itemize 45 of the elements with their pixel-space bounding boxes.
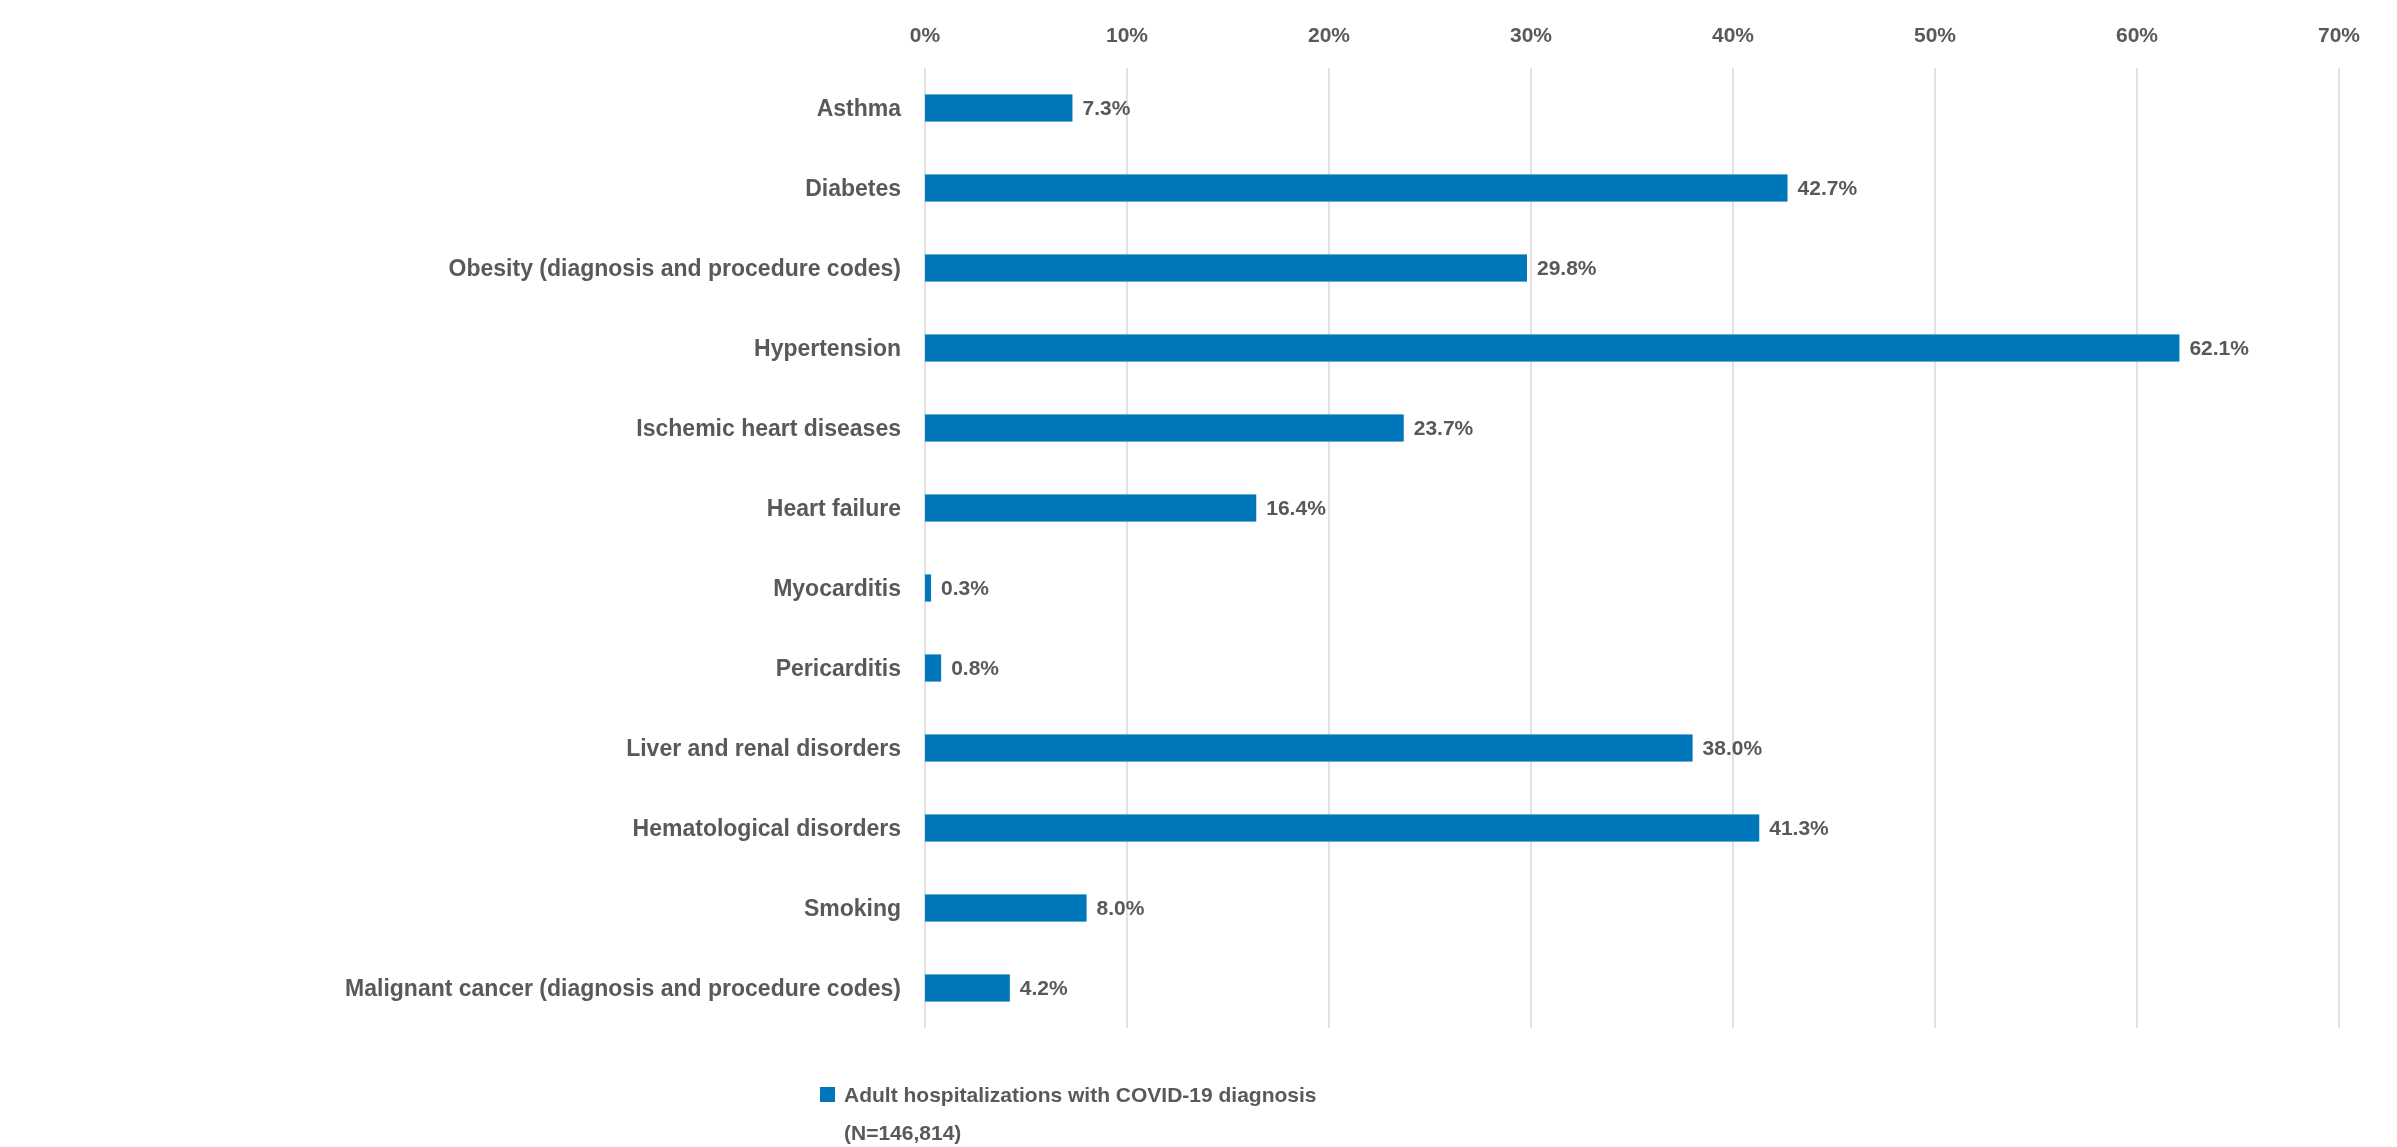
x-tick-label: 70% [2317, 23, 2361, 47]
bar [925, 974, 1010, 1002]
y-tick-label: Liver and renal disorders [626, 735, 901, 762]
y-tick-label: Hypertension [754, 335, 901, 362]
bar [925, 94, 1073, 122]
x-tick-label: 30% [1509, 23, 1553, 47]
bar [925, 174, 1788, 202]
data-label: 29.8% [1536, 256, 1597, 280]
legend-label: Adult hospitalizations with COVID-19 diagnosis (N=146,814) [844, 1083, 1317, 1145]
y-tick-label: Myocarditis [773, 575, 901, 602]
bar [925, 574, 932, 602]
bar [925, 654, 942, 682]
y-tick-label: Pericarditis [775, 655, 901, 682]
data-label: 42.7% [1797, 176, 1858, 200]
x-tick-label: 20% [1307, 23, 1351, 47]
y-tick-label: Diabetes [805, 175, 901, 202]
bar [925, 814, 1760, 842]
data-label: 0.8% [951, 656, 1000, 680]
y-tick-label: Ischemic heart diseases [636, 415, 901, 442]
data-label: 0.3% [941, 576, 990, 600]
data-label: 41.3% [1769, 816, 1830, 840]
y-tick-label: Obesity (diagnosis and procedure codes) [448, 255, 901, 282]
data-label: 7.3% [1082, 96, 1131, 120]
y-tick-label: Malignant cancer (diagnosis and procedure codes) [345, 975, 901, 1002]
x-tick-label: 0% [909, 23, 941, 47]
y-tick-label: Asthma [816, 95, 902, 122]
bar [925, 334, 2180, 362]
data-label: 38.0% [1702, 736, 1763, 760]
y-tick-label: Hematological disorders [632, 815, 901, 842]
x-tick-label: 50% [1913, 23, 1957, 47]
x-tick-label: 60% [2115, 23, 2159, 47]
data-label: 62.1% [2189, 336, 2250, 360]
y-tick-label: Smoking [803, 895, 901, 922]
bar [925, 414, 1404, 442]
data-label: 4.2% [1019, 976, 1069, 1000]
bar [925, 734, 1693, 762]
x-tick-label: 10% [1105, 23, 1149, 47]
bar [925, 894, 1087, 922]
data-label: 16.4% [1266, 496, 1327, 520]
data-label: 8.0% [1096, 896, 1145, 920]
bar [925, 494, 1257, 522]
x-tick-label: 40% [1711, 23, 1755, 47]
bar [925, 254, 1527, 282]
y-tick-label: Heart failure [766, 495, 901, 522]
data-label: 23.7% [1413, 416, 1474, 440]
